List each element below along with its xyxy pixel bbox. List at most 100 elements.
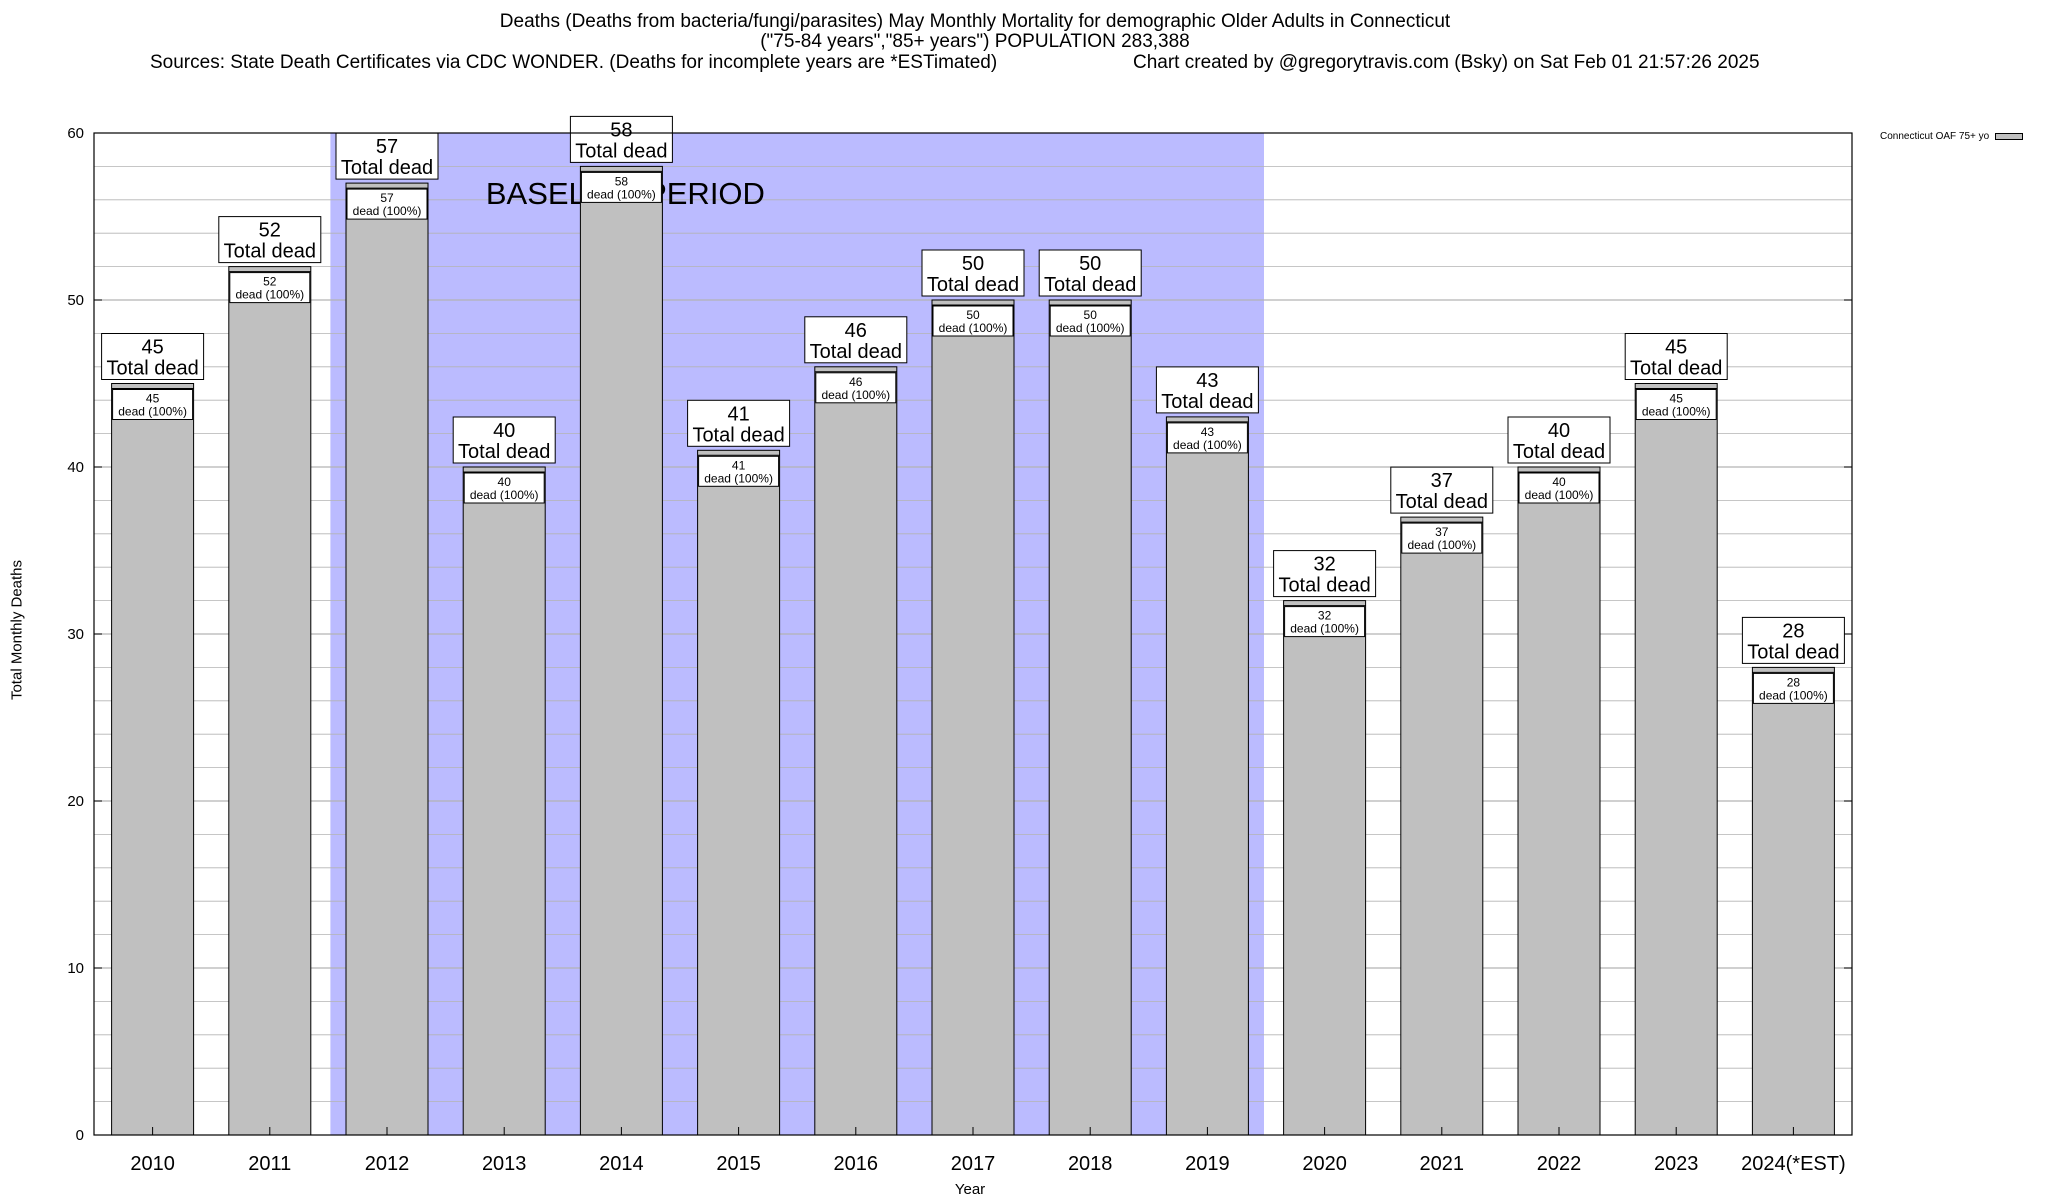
top-label-box	[1390, 466, 1494, 514]
bar	[1634, 383, 1718, 1136]
inner-dead-label: dead (100%)	[587, 187, 656, 201]
top-total-label: Total dead	[341, 157, 433, 179]
bar	[1283, 600, 1367, 1136]
inner-value-label: 50	[966, 308, 980, 322]
top-total-label: Total dead	[1278, 575, 1370, 597]
x-tick-label: 2024(*EST)	[1741, 1153, 1846, 1175]
inner-dead-label: dead (100%)	[353, 204, 422, 218]
top-total-label: Total dead	[810, 341, 902, 363]
inner-dead-label: dead (100%)	[1642, 405, 1711, 419]
top-label-box	[218, 216, 322, 264]
inner-label-box	[346, 188, 428, 220]
title-line-1: Deaths (Deaths from bacteria/fungi/paras…	[499, 11, 1451, 32]
inner-label-box	[1049, 305, 1131, 337]
top-label-box	[1741, 616, 1845, 664]
top-total-label: Total dead	[575, 140, 667, 162]
x-tick-label: 2012	[365, 1153, 410, 1175]
top-total-label: Total dead	[1630, 358, 1722, 380]
top-value-label: 28	[1782, 620, 1804, 642]
bar	[111, 383, 195, 1136]
inner-value-label: 40	[1552, 475, 1566, 489]
x-tick-label: 2020	[1302, 1153, 1347, 1175]
inner-label-box	[229, 272, 311, 304]
x-axis-label: Year	[954, 1181, 986, 1198]
inner-label-box	[1635, 389, 1717, 420]
top-value-label: 37	[1431, 470, 1453, 492]
top-value-label: 40	[1548, 420, 1570, 442]
inner-dead-label: dead (100%)	[235, 288, 304, 302]
inner-dead-label: dead (100%)	[939, 321, 1008, 335]
inner-value-label: 41	[732, 458, 746, 472]
top-total-label: Total dead	[458, 441, 550, 463]
inner-label-box	[932, 305, 1014, 337]
bar	[1400, 516, 1484, 1136]
top-value-label: 50	[1079, 253, 1101, 275]
bar	[931, 299, 1015, 1136]
x-tick-label: 2019	[1185, 1153, 1230, 1175]
top-value-label: 43	[1196, 370, 1218, 392]
y-tick-label: 20	[67, 793, 84, 810]
bar	[814, 366, 898, 1136]
top-label-box	[921, 249, 1025, 297]
bar	[462, 466, 546, 1136]
y-tick-label: 50	[67, 292, 84, 309]
y-axis-label: Total Monthly Deaths	[8, 559, 26, 701]
bar	[1165, 416, 1249, 1136]
inner-dead-label: dead (100%)	[1759, 688, 1828, 702]
y-tick-label: 60	[67, 125, 84, 142]
x-tick-label: 2010	[130, 1153, 175, 1175]
top-total-label: Total dead	[692, 424, 784, 446]
inner-label-box	[1518, 472, 1600, 504]
inner-value-label: 45	[1670, 392, 1684, 406]
x-tick-label: 2015	[716, 1153, 761, 1175]
inner-value-label: 57	[380, 191, 394, 205]
top-value-label: 58	[610, 119, 632, 141]
top-label-box	[804, 316, 908, 364]
x-tick-label: 2013	[482, 1153, 527, 1175]
inner-dead-label: dead (100%)	[1525, 488, 1594, 502]
inner-label-box	[815, 372, 897, 404]
inner-label-box	[1752, 672, 1834, 704]
inner-label-box	[112, 389, 194, 420]
top-label-box	[101, 333, 205, 380]
x-tick-label: 2014	[599, 1153, 644, 1175]
inner-label-box	[1401, 522, 1483, 554]
y-tick-label: 40	[67, 459, 84, 476]
inner-value-label: 58	[615, 174, 629, 188]
top-total-label: Total dead	[1747, 641, 1839, 663]
chart-title: Deaths (Deaths from bacteria/fungi/paras…	[0, 12, 1950, 52]
inner-value-label: 45	[146, 392, 160, 406]
top-value-label: 52	[259, 220, 281, 242]
inner-dead-label: dead (100%)	[118, 405, 187, 419]
inner-value-label: 40	[498, 475, 512, 489]
top-label-box	[1273, 550, 1377, 598]
legend-label: Connecticut OAF 75+ yo	[1880, 131, 1990, 142]
y-tick-label: 30	[67, 626, 84, 643]
inner-dead-label: dead (100%)	[1407, 538, 1476, 552]
x-tick-label: 2016	[834, 1153, 879, 1175]
top-total-label: Total dead	[224, 241, 316, 263]
top-value-label: 50	[962, 253, 984, 275]
sources-note: Sources: State Death Certificates via CD…	[150, 52, 998, 73]
inner-dead-label: dead (100%)	[1173, 438, 1242, 452]
top-label-box	[687, 399, 791, 447]
top-total-label: Total dead	[1044, 274, 1136, 296]
inner-value-label: 43	[1201, 425, 1215, 439]
top-label-box	[569, 115, 673, 163]
inner-value-label: 28	[1787, 675, 1801, 689]
inner-value-label: 52	[263, 275, 277, 289]
legend-swatch	[1995, 133, 2024, 140]
inner-dead-label: dead (100%)	[821, 388, 890, 402]
plot-frame	[93, 132, 1853, 1136]
top-label-box	[452, 416, 556, 464]
bar	[697, 449, 781, 1136]
bar	[1048, 299, 1132, 1136]
inner-dead-label: dead (100%)	[1056, 321, 1125, 335]
x-tick-label: 2017	[951, 1153, 996, 1175]
inner-label-box	[698, 455, 780, 487]
title-line-2: ("75-84 years","85+ years") POPULATION 2…	[760, 31, 1190, 52]
bar	[345, 182, 429, 1136]
inner-label-box	[1166, 422, 1248, 454]
bar	[228, 266, 312, 1136]
